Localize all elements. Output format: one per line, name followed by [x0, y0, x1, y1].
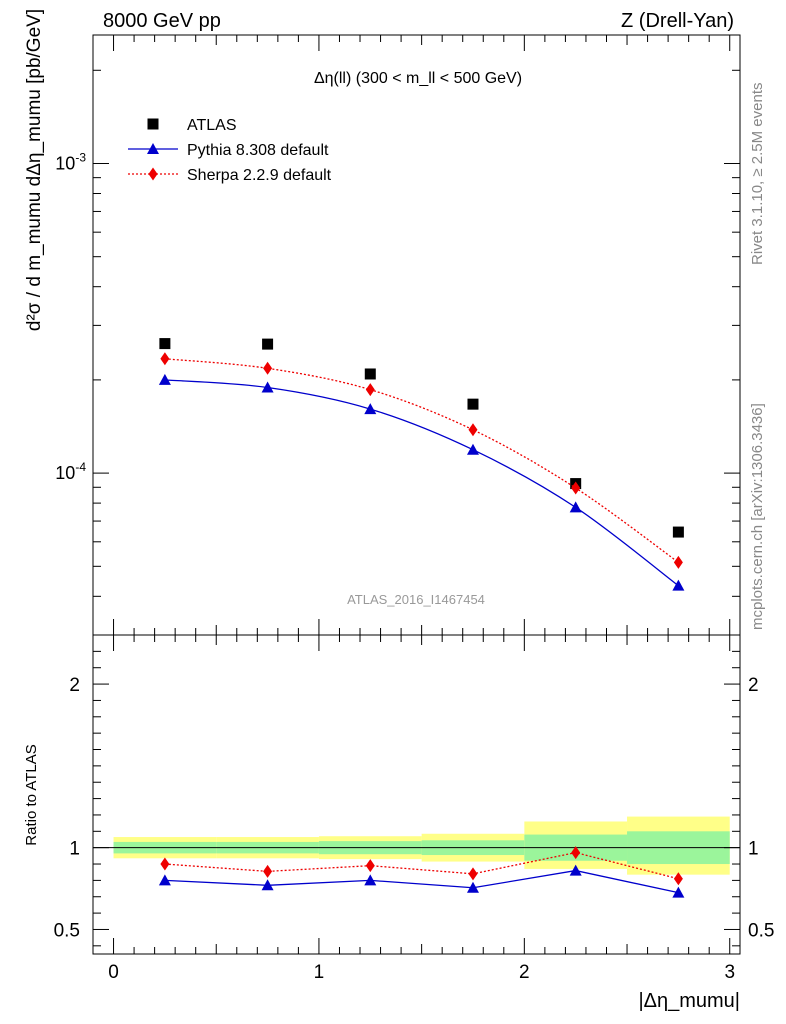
legend-marker-1 [147, 143, 159, 154]
rivet-label: Rivet 3.1.10, ≥ 2.5M events [749, 83, 766, 266]
y-tick-label: 10-4 [55, 460, 86, 483]
data-point-1-4 [569, 501, 582, 513]
ratio-point-0-4 [569, 864, 582, 876]
ratio-point-1-3 [468, 867, 478, 881]
ratio-point-0-3 [466, 881, 479, 893]
data-point-1-0 [158, 373, 171, 385]
ratio-y-tick-label: 1 [69, 839, 80, 860]
ratio-y-tick-label-right: 1 [748, 839, 759, 860]
header-left: 8000 GeV pp [103, 10, 221, 32]
ratio-point-1-4 [571, 846, 581, 860]
data-point-0-3 [467, 398, 479, 410]
data-point-2-2 [365, 383, 375, 397]
data-point-1-2 [364, 403, 377, 415]
ratio-y-tick-label: 2 [69, 675, 80, 696]
main-y-axis-label: d²σ / d m_mumu dΔη_mumu [pb/GeV] [24, 9, 45, 331]
x-tick-label: 0 [108, 962, 119, 983]
header-right: Z (Drell-Yan) [621, 10, 734, 32]
ratio-point-0-0 [158, 874, 171, 886]
series-line-2 [164, 358, 679, 563]
x-tick-label: 3 [724, 962, 735, 983]
main-axis-ticks: 10-4 10-3 [55, 35, 740, 636]
x-tick-label: 2 [519, 962, 530, 983]
data-point-2-5 [673, 555, 683, 569]
ratio-y-tick-label-right: 2 [748, 675, 759, 696]
y-tick-exponent: -3 [75, 150, 86, 164]
data-point-2-4 [571, 481, 581, 495]
data-point-2-3 [468, 423, 478, 437]
x-axis-label: |Δη_mumu| [638, 990, 740, 1012]
ratio-axis-ticks: 0.5 0.5 1 1 2 2 0 1 2 3 [54, 634, 774, 983]
ratio-point-1-5 [673, 872, 683, 886]
ratio-point-1-2 [365, 859, 375, 873]
y-tick-exponent: -4 [75, 460, 86, 474]
legend-label-0: ATLAS [187, 117, 237, 134]
data-point-2-0 [160, 352, 170, 366]
data-point-1-3 [466, 443, 479, 455]
ratio-point-0-1 [261, 879, 274, 891]
data-point-0-0 [159, 338, 171, 350]
x-tick-label: 1 [314, 962, 325, 983]
ratio-frame [92, 634, 741, 955]
ratio-panel: 0.5 0.5 1 1 2 2 0 1 2 3 Ratio to ATLAS |Δη_mumu| [23, 634, 774, 1012]
main-panel: 10-4 10-3 Δη(ll) (300 < m_ll < 500 GeV) A… [24, 9, 741, 636]
legend: ATLAS Pythia 8.308 default Sherpa 2.2.9 de… [128, 117, 332, 184]
analysis-tag: ATLAS_2016_I1467454 [347, 592, 485, 607]
main-title: Δη(ll) (300 < m_ll < 500 GeV) [314, 70, 522, 87]
legend-marker-0 [147, 118, 159, 130]
mcplots-label: mcplots.cern.ch [arXiv:1306.3436] [749, 403, 766, 630]
data-point-0-2 [364, 368, 376, 380]
ratio-y-axis-label: Ratio to ATLAS [23, 744, 40, 845]
data-point-0-1 [262, 338, 274, 350]
ratio-line-1 [164, 851, 679, 880]
data-point-0-5 [672, 526, 684, 538]
y-tick-label: 10-3 [55, 150, 86, 173]
ratio-point-0-5 [672, 886, 685, 898]
ratio-line-0 [164, 869, 679, 894]
ratio-point-1-0 [160, 857, 170, 871]
ratio-point-0-2 [364, 874, 377, 886]
legend-label-1: Pythia 8.308 default [187, 142, 329, 159]
series-line-1 [164, 379, 679, 587]
legend-marker-2 [148, 167, 158, 181]
ratio-y-tick-label-right: 0.5 [748, 920, 774, 941]
data-point-1-5 [672, 579, 685, 591]
data-point-1-1 [261, 381, 274, 393]
data-point-2-1 [263, 361, 273, 375]
ratio-point-1-1 [263, 864, 273, 878]
ratio-y-tick-label: 0.5 [54, 920, 80, 941]
legend-label-2: Sherpa 2.2.9 default [187, 167, 332, 184]
